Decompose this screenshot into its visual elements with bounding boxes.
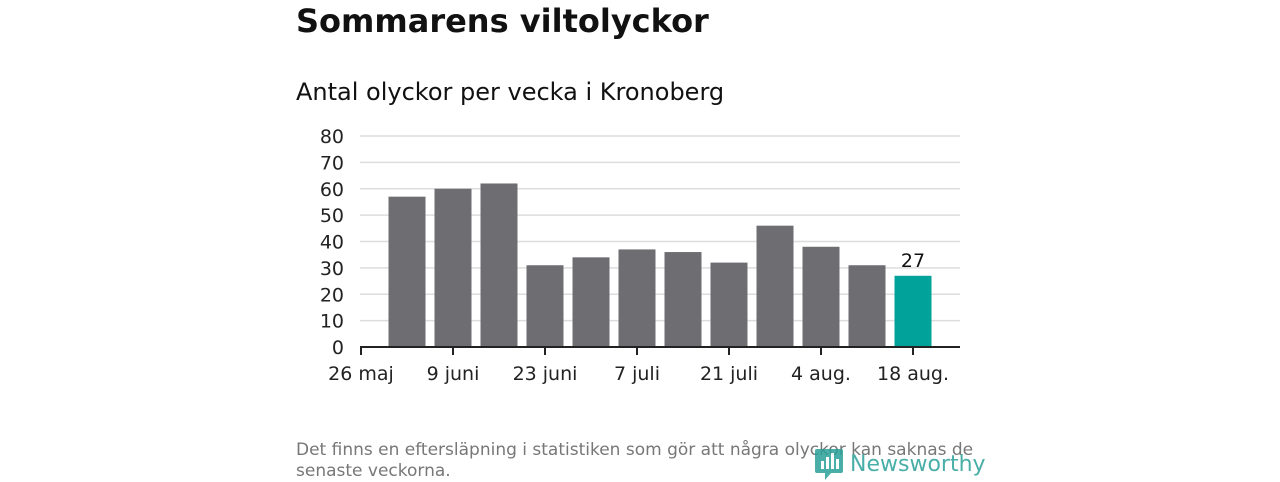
- bar-highlight: [894, 275, 932, 347]
- bar: [756, 225, 794, 347]
- x-tick-label: 26 maj: [328, 363, 394, 385]
- newsworthy-logo-icon: [815, 449, 843, 480]
- brand-name: Newsworthy: [850, 451, 986, 477]
- y-tick-label: 60: [320, 179, 344, 201]
- bar: [664, 252, 702, 347]
- bar: [572, 257, 610, 347]
- y-tick-label: 40: [320, 232, 344, 254]
- bar: [618, 249, 656, 347]
- x-tick-label: 23 juni: [513, 363, 578, 385]
- bar: [388, 196, 426, 347]
- x-tick-label: 18 aug.: [877, 363, 949, 385]
- footnote: Det finns en eftersläpning i statistiken…: [296, 440, 974, 481]
- y-tick-label: 0: [332, 337, 344, 359]
- y-tick-label: 10: [320, 311, 344, 333]
- bar-chart: 0 10 20 30 40 50 60 70 80 27 26 maj 9 juni 23 juni…: [320, 126, 960, 385]
- y-tick-label: 70: [320, 152, 344, 174]
- bar: [802, 246, 840, 347]
- x-tick-label: 4 aug.: [791, 363, 851, 385]
- chart-subtitle: Antal olyckor per vecka i Kronoberg: [296, 78, 725, 106]
- bar: [434, 188, 472, 347]
- y-tick-label: 80: [320, 126, 344, 148]
- x-tick-label: 7 juli: [614, 363, 660, 385]
- chart-title: Sommarens viltolyckor: [296, 2, 709, 40]
- brand-logo: Newsworthy: [814, 446, 986, 482]
- bar: [526, 265, 564, 347]
- y-tick-label: 30: [320, 258, 344, 280]
- bar: [480, 183, 518, 347]
- x-tick-label: 9 juni: [427, 363, 480, 385]
- y-tick-label: 20: [320, 284, 344, 306]
- bar-value-label: 27: [901, 250, 925, 272]
- y-tick-label: 50: [320, 205, 344, 227]
- bar: [848, 265, 886, 347]
- bar: [710, 262, 748, 347]
- x-tick-label: 21 juli: [700, 363, 758, 385]
